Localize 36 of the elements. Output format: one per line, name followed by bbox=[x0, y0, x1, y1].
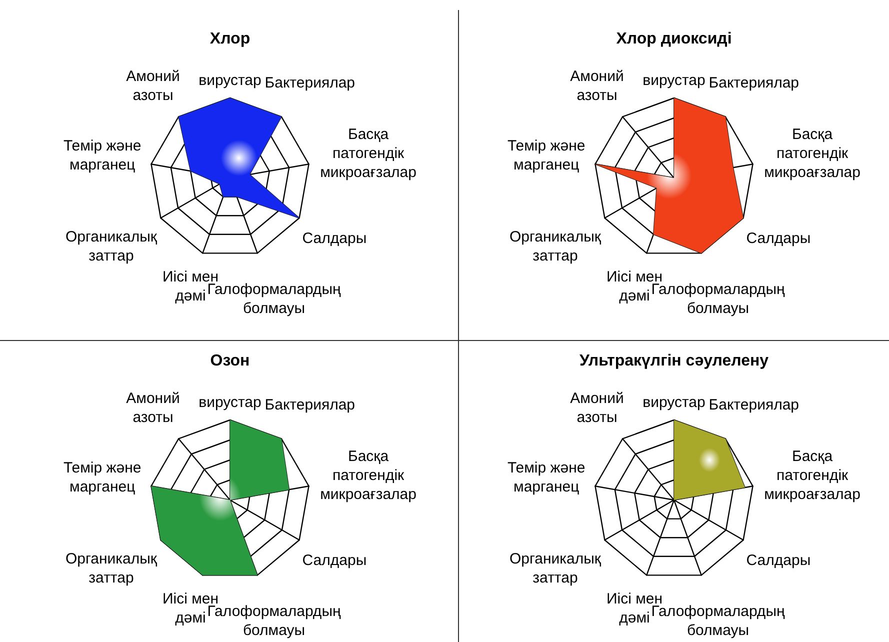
spoke-label: Галоформалардың болмауы bbox=[651, 602, 786, 639]
spoke-label: Амоний азоты bbox=[126, 390, 180, 426]
spoke-label: Органикалық заттар bbox=[66, 550, 158, 587]
spoke-label: Бактериялар bbox=[264, 396, 356, 414]
spoke-label: Салдары bbox=[302, 230, 367, 247]
spoke-label: Бактериялар bbox=[708, 74, 800, 92]
spoke-label: Галоформалардың болмауы bbox=[207, 280, 342, 317]
spoke-label: вирустар bbox=[198, 394, 262, 411]
spoke-label: Басқа патогендік микроағзалар bbox=[320, 448, 416, 504]
chart-title: Хлор bbox=[210, 30, 250, 48]
spoke-label: Органикалық заттар bbox=[510, 228, 602, 265]
spoke-label: Темір және марганец bbox=[507, 459, 586, 496]
spoke-label: Органикалық заттар bbox=[66, 228, 158, 265]
spoke-label: Салдары bbox=[746, 552, 811, 569]
spoke-label: вирустар bbox=[198, 72, 262, 89]
spoke-label: Басқа патогендік микроағзалар bbox=[320, 126, 416, 182]
spoke-label: Бактериялар bbox=[264, 74, 356, 92]
spoke-label: Амоний азоты bbox=[570, 68, 624, 104]
chart-title: Хлор диоксиді bbox=[616, 30, 732, 48]
spoke-label: Органикалық заттар bbox=[510, 550, 602, 587]
spoke-label: Темір және марганец bbox=[63, 137, 142, 174]
spoke-label: вирустар bbox=[642, 72, 706, 89]
spoke-label: Амоний азоты bbox=[570, 390, 624, 426]
spoke-label: Темір және марганец bbox=[63, 459, 142, 496]
spoke-label: Темір және марганец bbox=[507, 137, 586, 174]
spoke-label: Галоформалардың болмауы bbox=[651, 280, 786, 317]
spoke-label: Амоний азоты bbox=[126, 68, 180, 104]
spoke-label: вирустар bbox=[642, 394, 706, 411]
chart-title: Озон bbox=[210, 352, 250, 370]
spoke-label: Галоформалардың болмауы bbox=[207, 602, 342, 639]
chart-title: Ультракүлгін сәулелену bbox=[579, 352, 769, 370]
spoke-label: Бактериялар bbox=[708, 396, 800, 414]
spoke-label: Басқа патогендік микроағзалар bbox=[764, 448, 860, 504]
spoke-label: Салдары bbox=[746, 230, 811, 247]
spoke-label: Басқа патогендік микроағзалар bbox=[764, 126, 860, 182]
spoke-label: Салдары bbox=[302, 552, 367, 569]
